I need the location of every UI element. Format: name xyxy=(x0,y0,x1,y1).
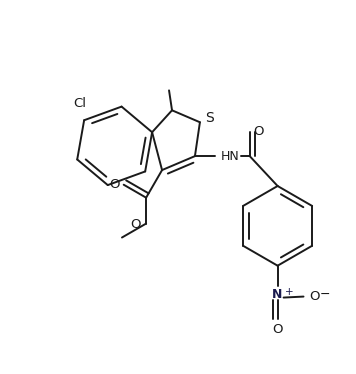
Text: O: O xyxy=(254,125,264,138)
Text: O: O xyxy=(131,218,141,231)
Text: O: O xyxy=(272,324,283,337)
Text: S: S xyxy=(205,111,214,125)
Text: O: O xyxy=(109,178,120,191)
Text: N: N xyxy=(271,288,282,301)
Text: Cl: Cl xyxy=(74,97,87,110)
Text: O: O xyxy=(309,290,320,303)
Text: +: + xyxy=(284,286,293,297)
Text: −: − xyxy=(319,288,330,301)
Text: HN: HN xyxy=(221,150,240,163)
